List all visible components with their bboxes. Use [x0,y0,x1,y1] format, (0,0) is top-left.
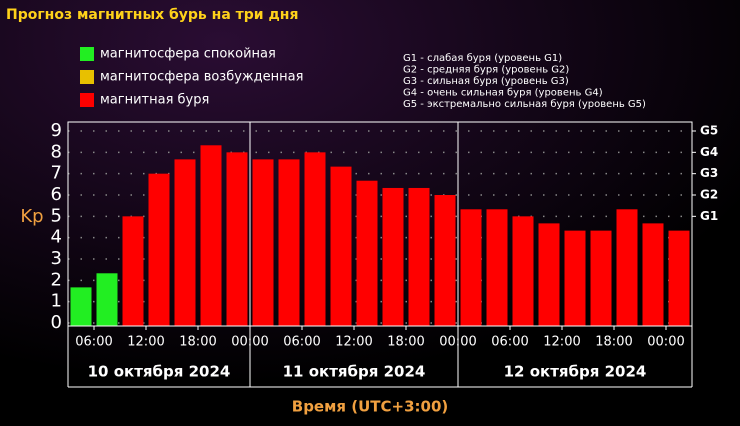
bar [486,209,508,326]
y-tick-label: 8 [51,141,62,162]
legend-label: магнитная буря [100,93,209,108]
day-label: 12 октября 2024 [504,363,647,381]
bar [434,195,456,326]
day-label: 11 октября 2024 [283,363,426,381]
x-tick-label: 06:00 [283,335,320,350]
bar [408,187,430,326]
x-axis-label: Время (UTC+3:00) [292,398,448,416]
x-tick-label: 18:00 [387,335,424,350]
legend-swatch [80,70,94,84]
y2-tick-label: G1 [700,209,718,223]
legend-label: магнитосфера спокойная [100,47,276,62]
bar [564,230,586,326]
legend-swatch [80,93,94,107]
g-scale-note: G1 - слабая буря (уровень G1) [403,53,562,64]
bar [642,223,664,326]
bar [538,223,560,326]
bar [148,173,170,326]
day-label: 10 октября 2024 [88,363,231,381]
x-tick-label: 18:00 [179,335,216,350]
y2-tick-label: G3 [700,166,718,180]
y2-tick-label: G4 [700,145,718,159]
bar [122,216,144,326]
bar [590,230,612,326]
y-tick-label: 9 [51,120,62,141]
x-tick-label: 06:00 [491,335,528,350]
bar [668,230,690,326]
bar [356,180,378,326]
x-tick-label: 06:00 [75,335,112,350]
y-tick-label: 4 [51,227,62,248]
bar [174,159,196,326]
g-scale-note: G4 - очень сильная буря (уровень G4) [403,88,603,99]
chart-title: Прогноз магнитных бурь на три дня [6,7,298,23]
bar [226,152,248,326]
y-tick-label: 0 [51,312,62,333]
bar [460,209,482,326]
g-scale-note: G5 - экстремально сильная буря (уровень … [403,99,646,110]
y-tick-label: 1 [51,291,62,312]
bar [304,152,326,326]
y-tick-label: 6 [51,184,62,205]
y2-tick-label: G5 [700,124,718,138]
legend-label: магнитосфера возбужденная [100,70,303,85]
y-axis-label: Kp [20,206,43,227]
x-tick-label: 12:00 [127,335,164,350]
x-tick-label: 12:00 [543,335,580,350]
g-scale-note: G3 - сильная буря (уровень G3) [403,76,569,87]
bar [96,273,118,326]
x-tick-label: 00:00 [231,335,268,350]
y-tick-label: 2 [51,269,62,290]
y2-tick-label: G2 [700,188,718,202]
y-tick-label: 5 [51,205,62,226]
bar [200,145,222,326]
bar [382,187,404,326]
bar [252,159,274,326]
bar [70,287,92,326]
bar [330,166,352,326]
bar [616,209,638,326]
bar [512,216,534,326]
x-tick-label: 00:00 [439,335,476,350]
x-tick-label: 18:00 [595,335,632,350]
y-tick-label: 7 [51,163,62,184]
y-tick-label: 3 [51,248,62,269]
x-tick-label: 00:00 [647,335,684,350]
legend-swatch [80,47,94,61]
x-tick-label: 12:00 [335,335,372,350]
g-scale-note: G2 - средняя буря (уровень G2) [403,65,569,76]
bar [278,159,300,326]
